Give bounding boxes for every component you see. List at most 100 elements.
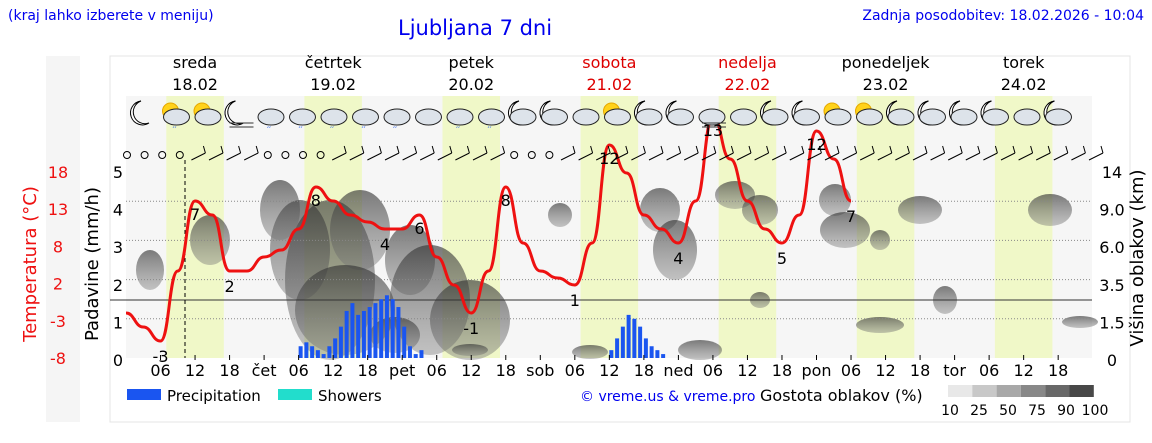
legend: Precipitation Showers © vreme.us & vreme.p…	[127, 385, 1108, 419]
cloud-fog-icon	[698, 108, 726, 128]
rain-shape: ′′	[267, 126, 271, 136]
moon-shape	[130, 100, 150, 126]
precip-legend-swatch	[127, 389, 161, 400]
wind-barb	[243, 145, 259, 161]
x-tick-label: čet	[252, 361, 277, 380]
cloud-density-swatch	[1045, 385, 1070, 397]
wind-barb	[419, 145, 435, 161]
wind-barb	[1000, 145, 1016, 161]
cloud-sun-icon	[855, 102, 883, 126]
cloud-rain-icon: ′′	[352, 108, 379, 136]
cloud-blob	[898, 196, 942, 224]
wind-barb	[701, 145, 717, 161]
wind-barb	[367, 145, 382, 161]
temperature-tick: 18	[48, 163, 68, 182]
wind-barb	[472, 145, 488, 161]
cloud-density-tick: 25	[970, 403, 988, 419]
calm-wind-marker	[263, 151, 272, 159]
cloud-icon	[730, 108, 757, 126]
cloud-blob	[260, 180, 300, 240]
calm-wind-marker	[299, 151, 307, 159]
page-title: Ljubljana 7 dni	[398, 16, 553, 40]
cloud-shape	[541, 108, 568, 126]
day-date: 18.02	[172, 75, 218, 94]
location-hint-link[interactable]: (kraj lahko izberete v meniju)	[8, 8, 214, 24]
x-tick-label: 06	[427, 361, 447, 380]
cloud-blob	[136, 250, 164, 290]
temp-axis-panel	[46, 56, 80, 422]
precipitation-bar	[649, 346, 654, 358]
moon-cloud-icon	[949, 100, 978, 126]
x-tick-label: 06	[841, 361, 861, 380]
cloud-height-tick: 1.5	[1099, 313, 1124, 332]
day-date: 19.02	[310, 75, 356, 94]
cloud-shape	[415, 108, 442, 126]
fog-shape	[702, 122, 726, 128]
x-tick-label: 18	[357, 361, 377, 380]
temperature-data-label: 7	[190, 205, 200, 224]
wind-barb	[1018, 145, 1034, 161]
cloud-shape	[478, 108, 505, 126]
calm-wind-marker	[527, 151, 536, 159]
moon-cloud-icon	[886, 100, 915, 126]
temperature-tick: -3	[50, 312, 66, 331]
cloud-sun-icon	[603, 102, 631, 126]
temperature-line	[125, 115, 852, 343]
wind-barb	[877, 145, 893, 161]
calm-wind-marker	[545, 151, 554, 159]
cloud-density-swatch	[996, 385, 1021, 397]
cloud-blob	[1062, 316, 1098, 328]
cloud-shape	[856, 108, 883, 126]
day-name: torek	[1003, 53, 1045, 72]
precipitation-bar	[609, 350, 614, 358]
plot-frame	[109, 55, 1131, 423]
copyright-link: © vreme.us & vreme.pro	[580, 389, 755, 405]
cloud-rain-icon: ′′	[289, 108, 316, 136]
cloud-shape	[257, 108, 285, 126]
precipitation-bar	[327, 346, 332, 358]
cloud-blob	[1028, 194, 1072, 226]
x-tick-label: 18	[910, 361, 930, 380]
precip-legend-label: Precipitation	[167, 387, 261, 405]
precipitation-bar	[407, 346, 412, 358]
cloud-density-swatch	[972, 385, 997, 397]
calm-wind-marker	[123, 151, 131, 159]
temperature-tick: 8	[53, 237, 63, 256]
cloud-shape	[289, 108, 316, 126]
calm-wind-marker	[316, 151, 325, 159]
x-tick-label: 12	[875, 361, 895, 380]
wind-barb	[595, 145, 611, 161]
temperature-axis-label: Temperatura (°C)	[20, 186, 41, 343]
cloud-height-tick: 0	[1107, 351, 1117, 370]
moon-cloud-icon	[1043, 100, 1072, 126]
cloud-shape	[824, 108, 852, 126]
precipitation-bar	[367, 307, 372, 358]
wind-barb	[719, 145, 734, 161]
precipitation-bar	[396, 307, 401, 358]
precipitation-bar	[350, 303, 355, 358]
precipitation-bar	[632, 318, 637, 358]
rain-shape: ′′	[361, 126, 365, 136]
day-name: ponedeljek	[842, 53, 931, 72]
wind-barb	[1053, 145, 1069, 161]
wind-barb	[736, 145, 752, 161]
rain-shape: ′′	[172, 126, 176, 136]
precipitation-bar	[304, 342, 309, 358]
precip-tick: 3	[113, 238, 123, 257]
daylight-band	[718, 96, 777, 358]
cloud-shape	[383, 108, 411, 126]
precipitation-bar	[384, 295, 389, 358]
calm-wind-marker	[140, 151, 149, 159]
moon-icon	[130, 100, 150, 126]
sun-cloud-rain-icon: ′′	[162, 102, 190, 136]
wind-barb	[1035, 145, 1051, 161]
cloud-sun-icon	[193, 102, 222, 126]
cloud-shape	[509, 108, 537, 126]
x-tick-label: 12	[1013, 361, 1033, 380]
precip-tick: 2	[113, 276, 123, 295]
wind-barb	[895, 145, 910, 161]
wind-barb	[824, 145, 840, 161]
temperature-data-label: 12	[806, 135, 826, 154]
precipitation-bar	[390, 299, 395, 358]
calm-wind-marker	[175, 151, 184, 159]
